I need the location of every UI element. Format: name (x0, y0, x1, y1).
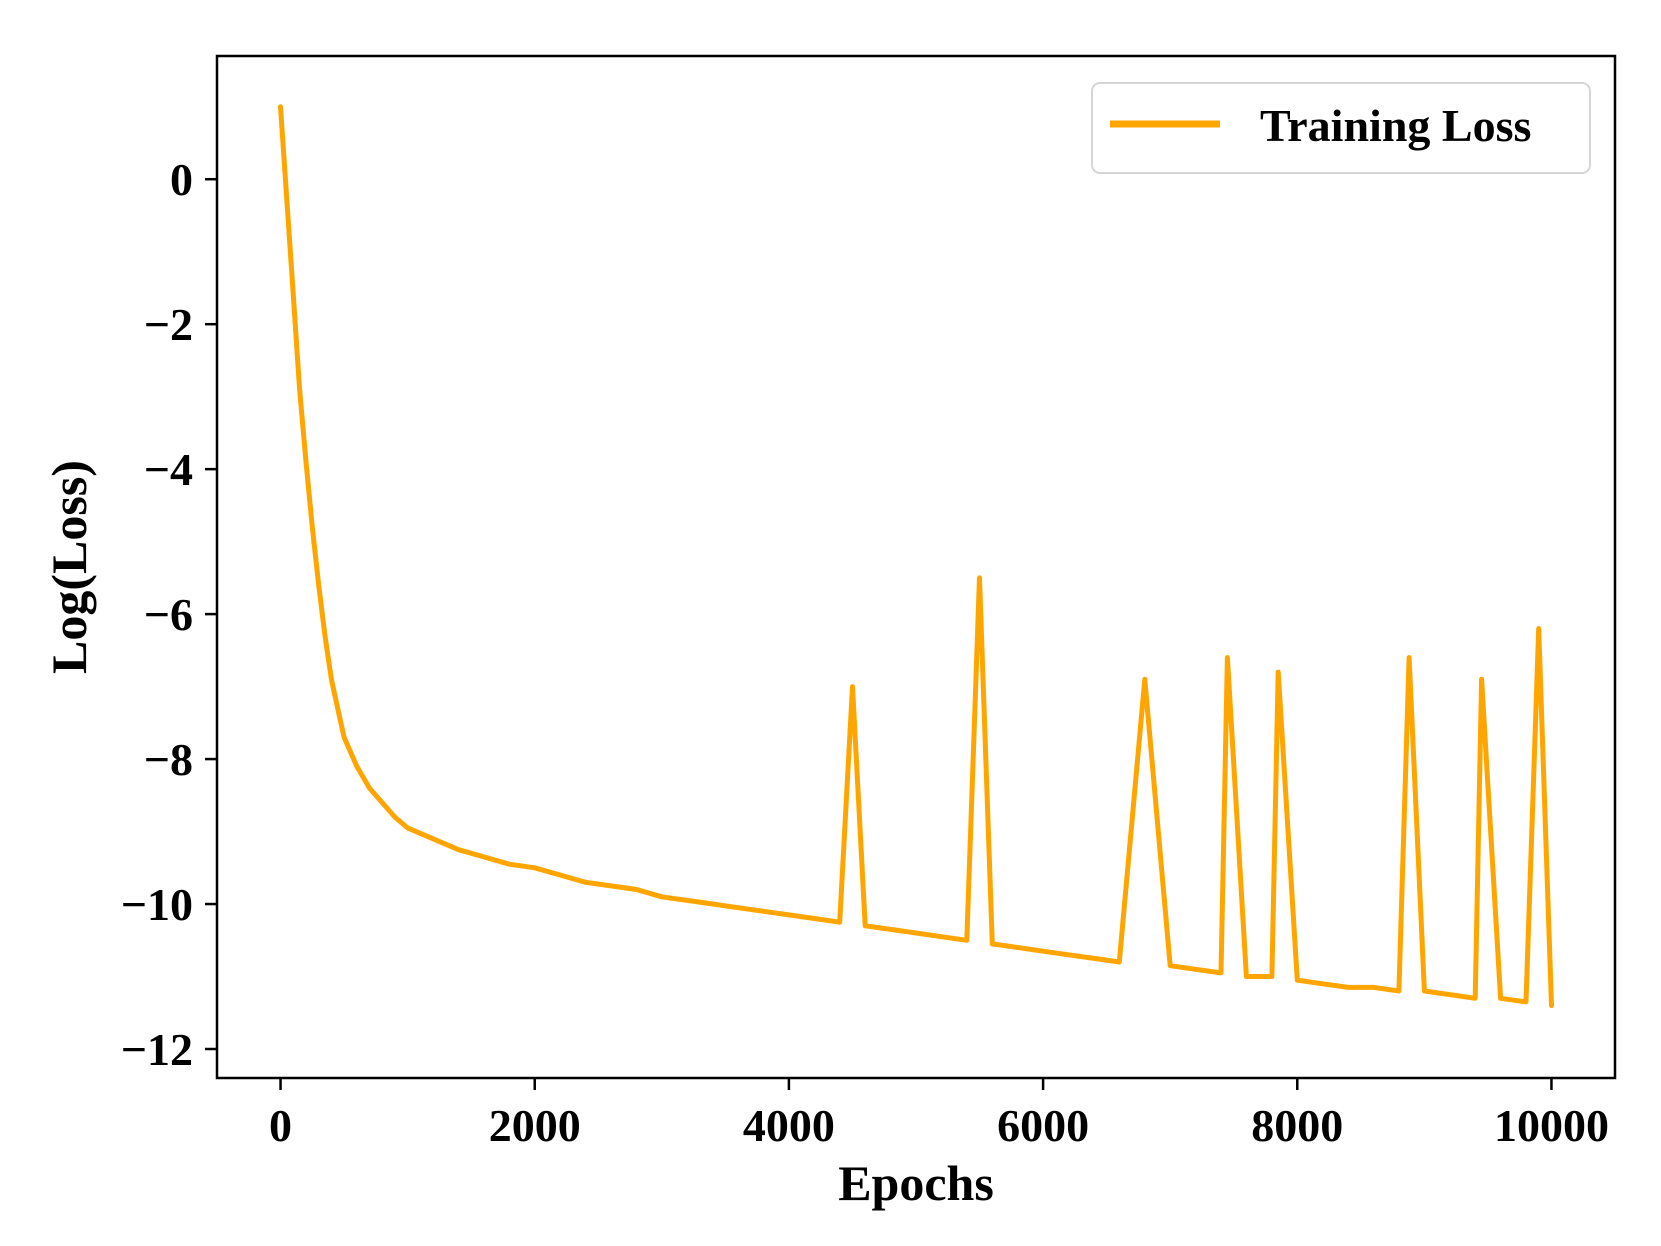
y-tick-label: −8 (144, 734, 193, 785)
x-tick-label: 8000 (1251, 1100, 1343, 1151)
y-axis: 0 −2 −4 −6 −8 −10 −12 (121, 154, 217, 1075)
legend-box (1091, 82, 1591, 174)
y-tick-label: −6 (144, 589, 193, 640)
y-tick-label: 0 (170, 154, 193, 205)
y-tick-label: −12 (121, 1024, 193, 1075)
legend-label: Training Loss (1260, 100, 1531, 151)
y-tick-label: −2 (144, 299, 193, 350)
x-tick-label: 10000 (1494, 1100, 1609, 1151)
x-axis-title: Epochs (838, 1155, 994, 1211)
x-axis: 0 2000 4000 6000 8000 10000 (269, 1078, 1609, 1151)
series-line-0 (278, 104, 1554, 1008)
x-tick-label: 2000 (489, 1100, 581, 1151)
y-axis-title: Log(Loss) (41, 460, 97, 674)
y-tick-label: −4 (144, 444, 193, 495)
x-tick-label: 0 (269, 1100, 292, 1151)
axes-frame (215, 54, 1617, 1080)
x-tick-label: 6000 (997, 1100, 1089, 1151)
x-tick-label: 4000 (743, 1100, 835, 1151)
legend: Training Loss (1091, 82, 1591, 174)
y-tick-label: −10 (121, 879, 193, 930)
plot-area (278, 104, 1554, 1008)
